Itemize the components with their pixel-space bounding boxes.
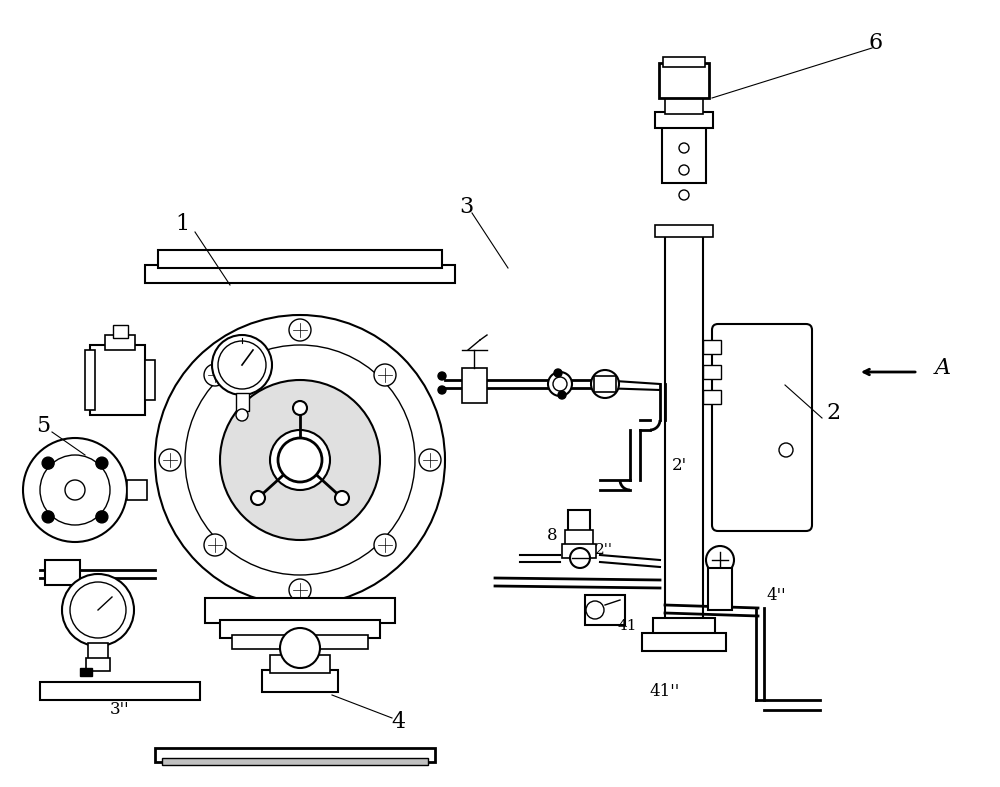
Bar	[145, 265, 455, 283]
Circle shape	[591, 370, 619, 398]
Circle shape	[679, 165, 689, 175]
Bar	[85, 350, 95, 410]
Bar	[220, 620, 380, 638]
Text: 2': 2'	[672, 456, 687, 474]
Circle shape	[280, 628, 320, 668]
Circle shape	[155, 315, 445, 605]
Text: 3: 3	[459, 196, 473, 218]
Bar	[127, 480, 147, 500]
Text: 3'': 3''	[110, 701, 130, 719]
Bar	[703, 340, 721, 354]
Bar	[105, 335, 135, 350]
Circle shape	[96, 511, 108, 523]
Bar	[86, 658, 110, 671]
Circle shape	[293, 401, 307, 415]
Bar	[642, 633, 726, 651]
Text: 5: 5	[36, 415, 50, 437]
Circle shape	[220, 380, 380, 540]
Bar	[40, 682, 200, 700]
Circle shape	[70, 582, 126, 638]
Bar	[565, 530, 593, 546]
Circle shape	[218, 341, 266, 389]
Bar	[703, 365, 721, 379]
Circle shape	[679, 190, 689, 200]
Circle shape	[570, 548, 590, 568]
Bar	[236, 393, 249, 411]
Bar	[585, 595, 625, 625]
Bar	[708, 568, 732, 610]
Bar	[562, 544, 596, 558]
Circle shape	[278, 438, 322, 482]
Bar	[653, 618, 715, 636]
Circle shape	[374, 364, 396, 386]
Circle shape	[159, 449, 181, 471]
Bar	[568, 510, 590, 532]
Circle shape	[42, 511, 54, 523]
Bar	[655, 112, 713, 128]
Bar	[232, 635, 368, 649]
Text: 2: 2	[826, 402, 840, 424]
Circle shape	[289, 579, 311, 601]
Circle shape	[270, 430, 330, 490]
Text: 1: 1	[175, 213, 189, 235]
Circle shape	[419, 449, 441, 471]
Text: 4'': 4''	[766, 588, 786, 604]
Text: 41: 41	[618, 619, 638, 633]
Bar	[665, 230, 703, 630]
Bar	[703, 390, 721, 404]
Circle shape	[554, 369, 562, 377]
Circle shape	[558, 391, 566, 399]
Circle shape	[62, 574, 134, 646]
Bar	[655, 225, 713, 237]
Circle shape	[204, 364, 226, 386]
Bar	[113, 325, 128, 338]
Circle shape	[96, 457, 108, 469]
Circle shape	[236, 409, 248, 421]
Bar	[270, 655, 330, 673]
Bar	[205, 598, 395, 623]
Bar	[80, 668, 92, 676]
Bar	[158, 250, 442, 268]
Circle shape	[289, 319, 311, 341]
Circle shape	[706, 546, 734, 574]
Circle shape	[335, 491, 349, 505]
Bar	[155, 748, 435, 762]
Bar	[145, 360, 155, 400]
Circle shape	[212, 335, 272, 395]
Bar	[88, 643, 108, 661]
Bar	[90, 345, 145, 415]
Circle shape	[42, 457, 54, 469]
Circle shape	[40, 455, 110, 525]
Circle shape	[282, 442, 318, 478]
FancyBboxPatch shape	[712, 324, 812, 531]
Bar	[594, 376, 616, 392]
Circle shape	[679, 143, 689, 153]
Text: A: A	[935, 357, 951, 379]
Circle shape	[438, 386, 446, 394]
Circle shape	[779, 443, 793, 457]
Bar	[662, 125, 706, 183]
Bar	[262, 670, 338, 692]
Bar	[462, 368, 487, 403]
Circle shape	[586, 601, 604, 619]
Circle shape	[65, 480, 85, 500]
Circle shape	[438, 372, 446, 380]
Text: 4: 4	[391, 711, 405, 733]
Bar	[663, 57, 705, 67]
Text: 41'': 41''	[650, 683, 680, 700]
Circle shape	[204, 534, 226, 556]
Text: 6: 6	[869, 32, 883, 54]
Bar	[162, 758, 428, 765]
Circle shape	[374, 534, 396, 556]
Circle shape	[251, 491, 265, 505]
Circle shape	[553, 377, 567, 391]
Bar	[45, 560, 80, 585]
Circle shape	[548, 372, 572, 396]
Circle shape	[23, 438, 127, 542]
Bar	[659, 63, 709, 98]
Text: 2'': 2''	[595, 543, 613, 557]
Bar	[665, 97, 703, 114]
Circle shape	[185, 345, 415, 575]
Text: 8: 8	[546, 527, 557, 544]
